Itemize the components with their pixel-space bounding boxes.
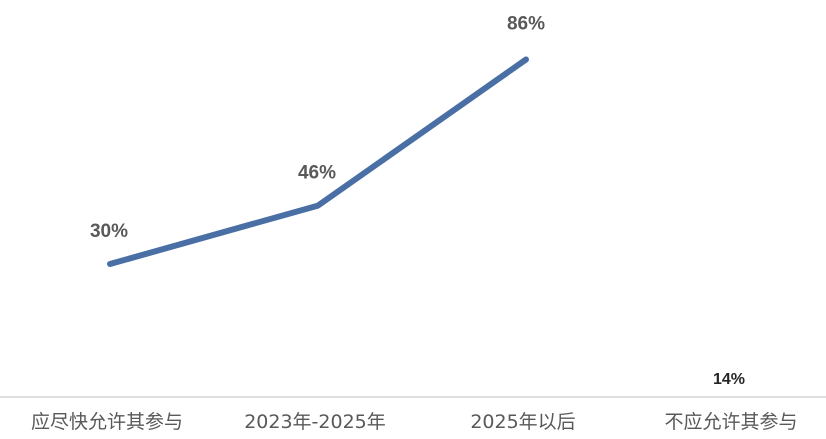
category-label: 2025年以后	[470, 411, 575, 433]
series-line	[107, 56, 529, 267]
category-labels: 应尽快允许其参与 2023年-2025年 2025年以后 不应允许其参与	[31, 411, 798, 433]
category-label: 不应允许其参与	[664, 411, 797, 433]
data-label: 30%	[90, 221, 128, 242]
data-label: 46%	[298, 163, 336, 184]
category-label: 应尽快允许其参与	[31, 411, 183, 433]
category-label: 2023年-2025年	[244, 411, 386, 433]
data-labels: 30% 46% 86% 14%	[90, 14, 745, 388]
data-label: 14%	[713, 371, 745, 388]
data-label: 86%	[507, 14, 545, 35]
